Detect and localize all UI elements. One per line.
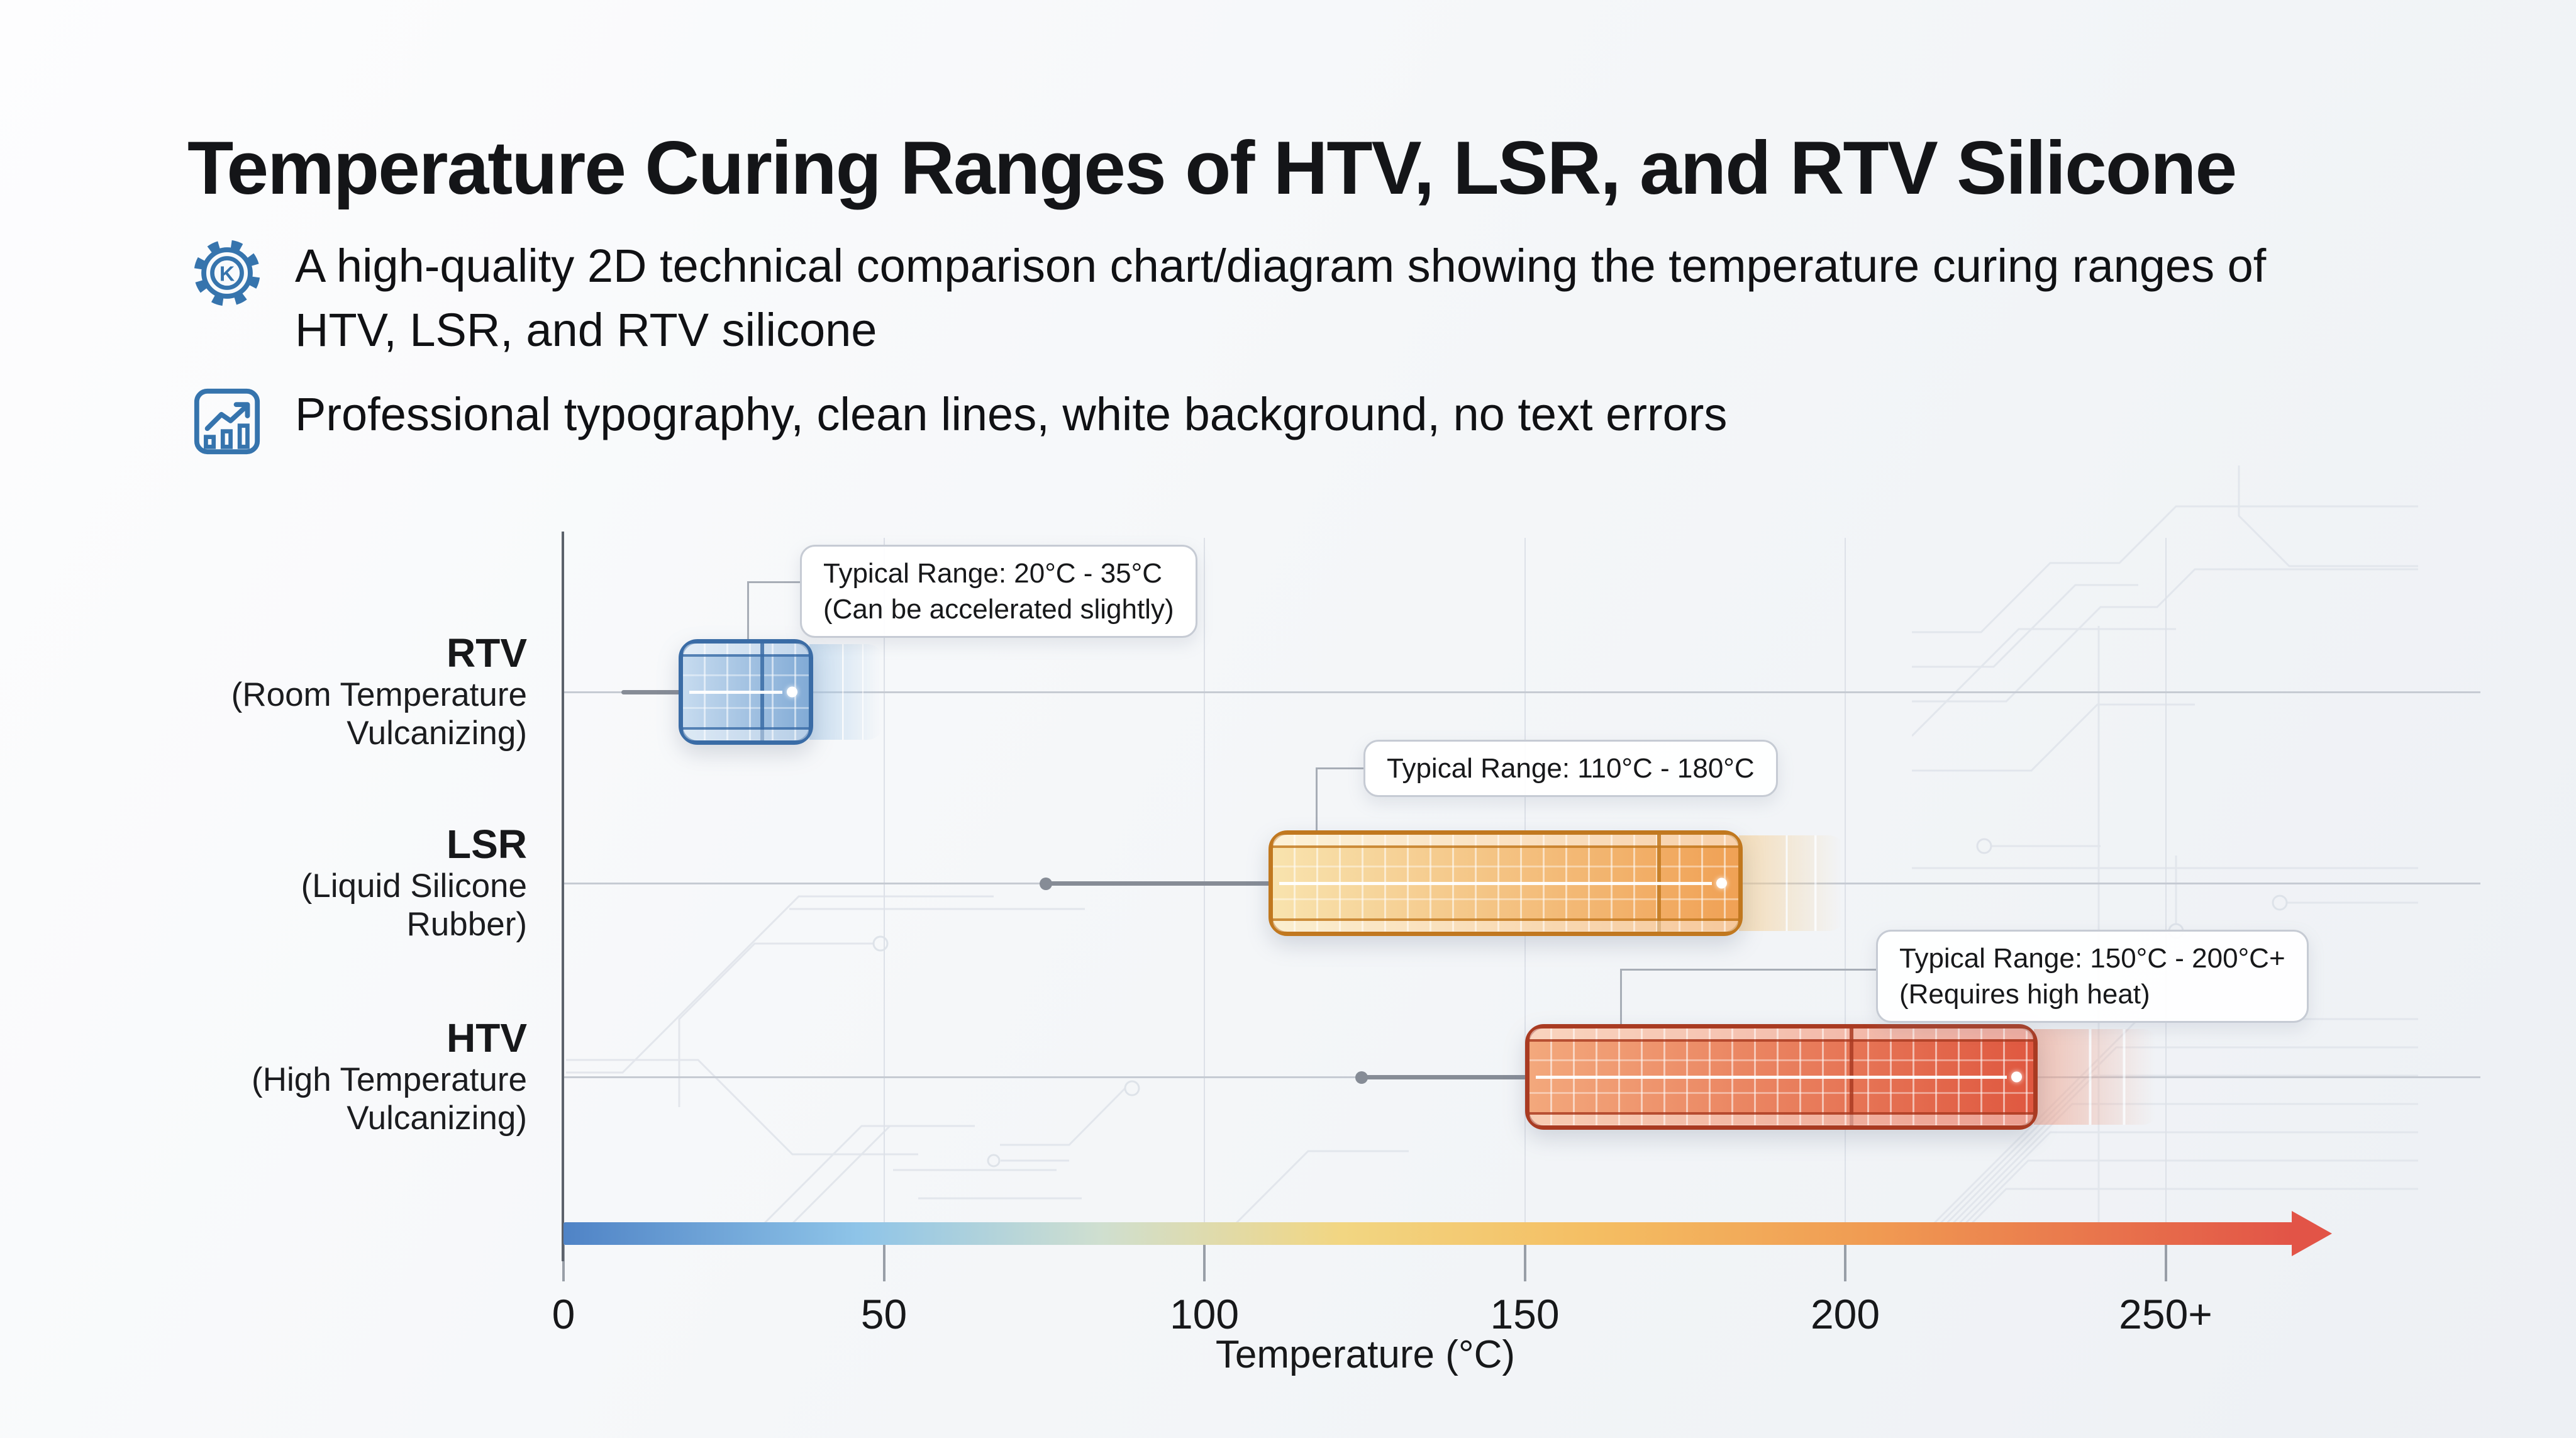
x-axis-gradient-bar [564,1222,2293,1245]
bar-box-rtv [679,639,814,745]
callout-connector-lsr [1316,767,1318,830]
leader-dot [1040,877,1052,890]
category-label-rtv: RTV (Room Temperature Vulcanizing) [231,630,527,752]
x-tick-label: 100 [1169,1291,1240,1337]
x-tick-label: 50 [860,1291,908,1337]
callout-htv: Typical Range: 150°C - 200°C+ (Requires … [1876,930,2309,1023]
bar-htv [0,1024,2576,1130]
page-title: Temperature Curing Ranges of HTV, LSR, a… [187,126,2237,211]
leader-dot [1355,1071,1368,1084]
callout-connector-rtv [747,581,749,639]
bullet-item-style: Professional typography, clean lines, wh… [192,382,1727,457]
bar-chart-icon [194,388,260,455]
bar-fade-lsr [1738,835,1845,931]
bullet-item-description: K A high-quality 2D technical comparison… [192,234,2320,362]
x-tick-label: 0 [552,1291,575,1337]
callout-connector-htv [1620,969,1876,971]
callout-lsr: Typical Range: 110°C - 180°C [1363,740,1778,797]
callout-connector-htv [1620,969,1622,1025]
x-axis-title: Temperature (°C) [1215,1333,1516,1376]
y-axis-line [562,532,564,1261]
x-tick-label: 150 [1490,1291,1560,1337]
callout-connector-rtv [747,581,800,583]
leader-line-htv [1355,1071,1528,1084]
temperature-range-chart: 0 50 100 150 200 250+ [0,465,2576,1438]
gear-k-icon: K [194,240,260,306]
gridline-vertical [2165,538,2167,1222]
bar-box-lsr [1268,830,1743,936]
x-tick-label: 250+ [2119,1291,2212,1337]
category-label-htv: HTV (High Temperature Vulcanizing) [252,1015,527,1137]
row-gridline-rtv [564,691,2480,693]
bar-lsr [0,830,2576,936]
callout-connector-lsr [1316,767,1363,769]
bar-rtv [0,639,2576,745]
bar-fade-rtv [809,644,884,740]
bullet-text: A high-quality 2D technical comparison c… [295,240,2267,356]
gridline-vertical [883,538,885,1222]
tick-mark [1203,1245,1206,1281]
x-axis-arrowhead [2292,1211,2332,1256]
bullet-text: Professional typography, clean lines, wh… [295,388,1728,440]
bar-endpoint-dot [787,686,798,698]
tick-mark [562,1245,565,1281]
bar-box-htv [1524,1024,2038,1130]
gridline-vertical [1204,538,1205,1222]
circuit-traces-decoration-left [566,895,1409,1233]
bar-endpoint-dot [1716,878,1727,889]
category-label-lsr: LSR (Liquid Silicone Rubber) [301,822,527,943]
tick-mark [1523,1245,1526,1281]
leader-line-lsr [1040,877,1273,890]
tick-mark [2164,1245,2167,1281]
bar-endpoint-dot [2011,1071,2022,1083]
bar-fade-htv [2033,1029,2160,1125]
leader-line-rtv [621,690,682,694]
gridline-vertical [1845,538,1846,1222]
callout-rtv: Typical Range: 20°C - 35°C (Can be accel… [800,545,1197,638]
tick-mark [1844,1245,1846,1281]
svg-text:K: K [219,262,235,286]
x-tick-label: 200 [1810,1291,1880,1337]
tick-mark [882,1245,886,1281]
